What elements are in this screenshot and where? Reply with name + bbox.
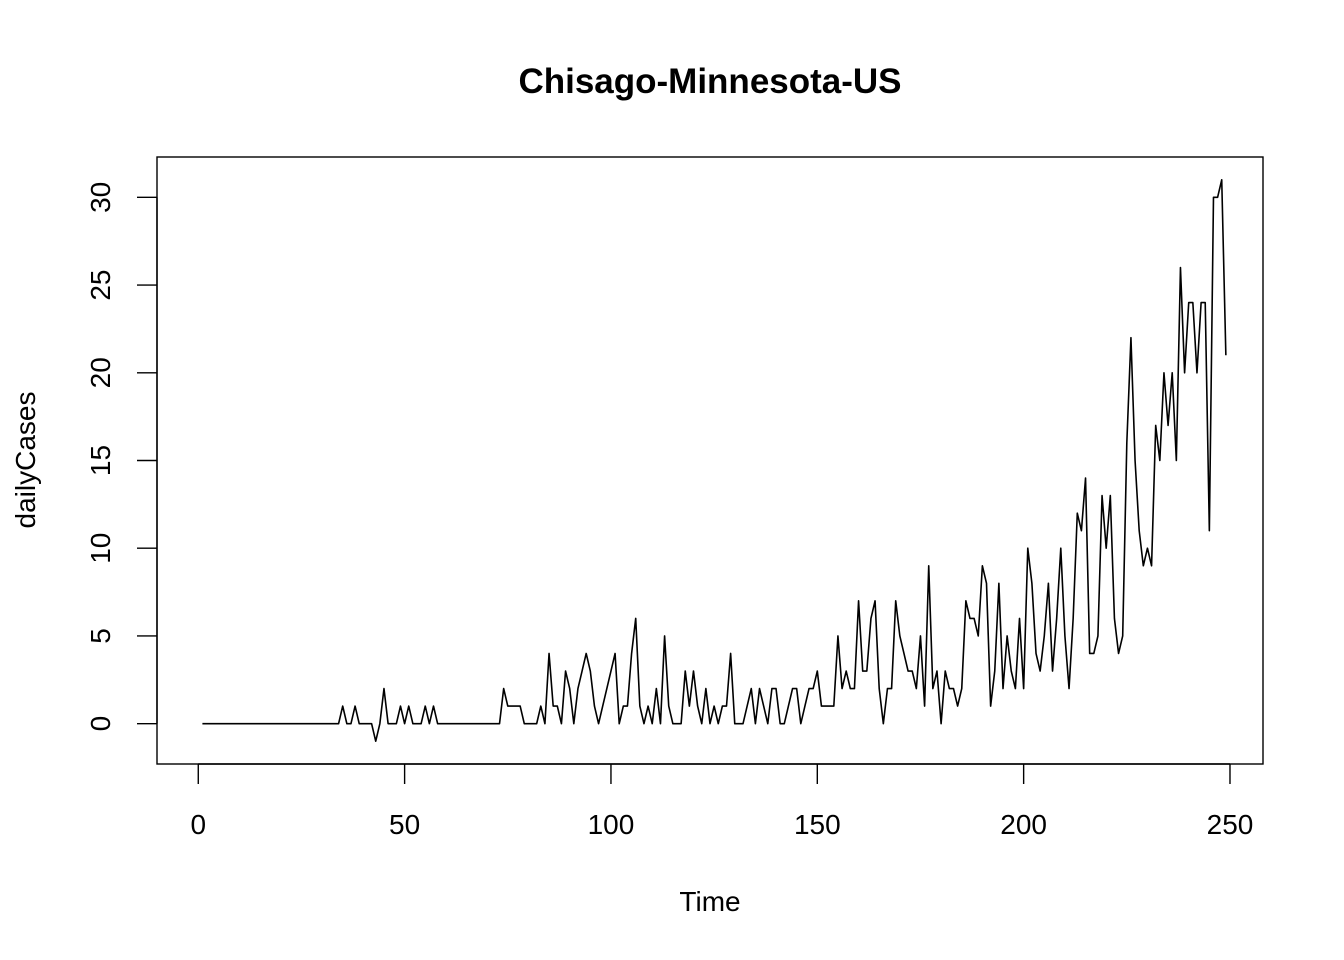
y-tick-label: 10 bbox=[85, 533, 116, 564]
y-axis-label: dailyCases bbox=[10, 392, 41, 529]
x-tick-label: 100 bbox=[588, 809, 635, 840]
x-tick-label: 0 bbox=[190, 809, 206, 840]
x-tick-label: 50 bbox=[389, 809, 420, 840]
series-line-daily-cases bbox=[202, 179, 1227, 742]
x-tick-label: 250 bbox=[1207, 809, 1254, 840]
y-tick-label: 5 bbox=[85, 628, 116, 644]
y-tick-label: 15 bbox=[85, 445, 116, 476]
x-axis: 0 50 100 150 200 250 bbox=[190, 763, 1254, 840]
y-tick-label: 20 bbox=[85, 357, 116, 388]
x-tick-label: 150 bbox=[794, 809, 841, 840]
y-tick-label: 30 bbox=[85, 182, 116, 213]
x-tick-label: 200 bbox=[1000, 809, 1047, 840]
plot-frame bbox=[156, 156, 1264, 765]
x-axis-label: Time bbox=[679, 886, 740, 917]
y-tick-label: 0 bbox=[85, 716, 116, 732]
chart-title: Chisago-Minnesota-US bbox=[518, 62, 901, 101]
y-tick-label: 25 bbox=[85, 269, 116, 300]
y-axis: 0 5 10 15 20 25 30 bbox=[85, 182, 158, 732]
